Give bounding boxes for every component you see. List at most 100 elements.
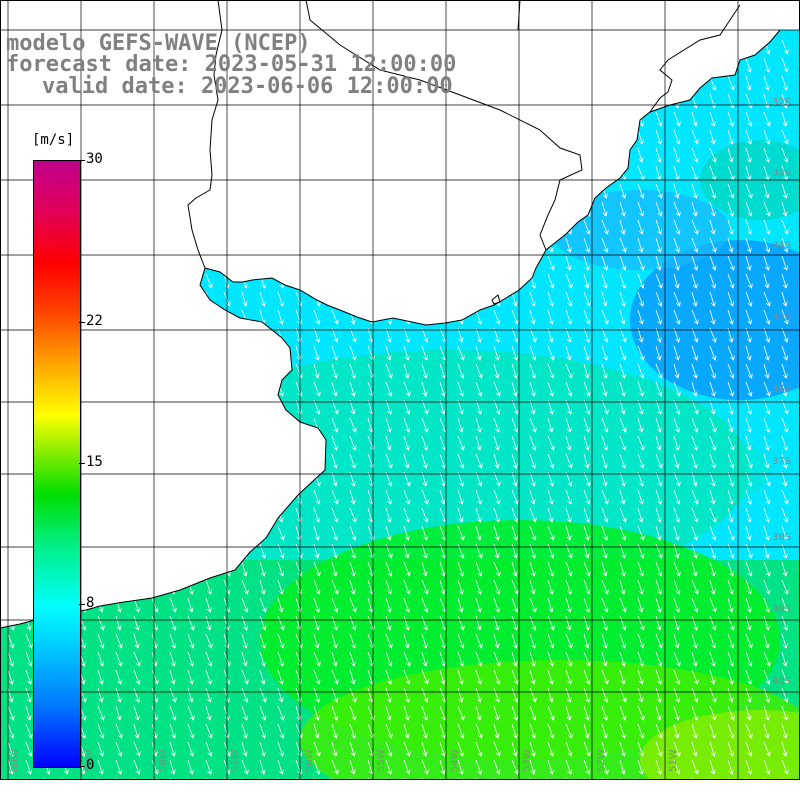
- wind-arrow: [241, 291, 246, 306]
- wind-arrow: [763, 381, 770, 396]
- wind-arrow: [601, 579, 608, 594]
- wind-arrow: [781, 651, 786, 666]
- wind-arrow: [241, 381, 246, 396]
- wind-arrow: [331, 597, 337, 612]
- wind-arrow: [25, 633, 32, 648]
- wind-arrow: [673, 75, 678, 90]
- wind-arrow: [403, 525, 408, 540]
- wind-arrow: [565, 435, 570, 450]
- wind-arrow: [115, 129, 121, 144]
- wind-arrow: [151, 615, 157, 630]
- wind-arrow: [565, 129, 571, 144]
- wind-arrow: [493, 75, 498, 90]
- wind-arrow: [673, 129, 679, 144]
- wind-arrow: [691, 111, 696, 126]
- wind-arrow: [349, 237, 356, 252]
- wind-arrow: [511, 543, 516, 558]
- wind-arrow: [673, 543, 678, 558]
- wind-arrow: [529, 291, 534, 306]
- wind-arrow: [7, 75, 14, 90]
- wind-arrow: [781, 507, 787, 522]
- wind-arrow: [745, 453, 752, 468]
- wind-arrow: [259, 255, 265, 270]
- wind-arrow: [349, 777, 356, 780]
- wind-arrow: [25, 147, 30, 162]
- wind-arrow: [169, 237, 176, 252]
- wind-arrow: [7, 777, 13, 780]
- wind-arrow: [565, 75, 570, 90]
- wind-arrow: [187, 597, 192, 612]
- wind-arrow: [493, 165, 498, 180]
- wind-arrow: [457, 633, 463, 648]
- wind-arrow: [385, 201, 391, 216]
- wind-arrow: [529, 561, 534, 576]
- wind-arrow: [493, 633, 498, 648]
- wind-arrow: [385, 651, 391, 666]
- wind-arrow: [313, 345, 318, 360]
- wind-arrow: [727, 75, 734, 90]
- wind-arrow: [349, 651, 354, 666]
- wind-arrow: [97, 219, 102, 234]
- wind-arrow: [763, 75, 768, 90]
- wind-arrow: [385, 381, 391, 396]
- wind-arrow: [637, 453, 643, 468]
- wind-arrow: [493, 111, 500, 126]
- wind-arrow: [421, 237, 427, 252]
- wind-arrow: [7, 273, 13, 288]
- wind-arrow: [97, 255, 104, 270]
- wind-arrow: [763, 417, 769, 432]
- wind-arrow: [403, 273, 408, 288]
- wind-arrow: [493, 183, 498, 198]
- wind-arrow: [403, 489, 409, 504]
- wind-arrow: [277, 633, 283, 648]
- wind-arrow: [493, 39, 499, 54]
- wind-arrow: [25, 219, 31, 234]
- wind-arrow: [709, 489, 714, 504]
- wind-arrow: [655, 111, 661, 126]
- wind-arrow: [763, 489, 769, 504]
- wind-arrow: [745, 633, 752, 648]
- wind-arrow: [511, 507, 517, 522]
- wind-arrow: [349, 111, 354, 126]
- wind-arrow: [727, 453, 733, 468]
- wind-arrow: [349, 453, 355, 468]
- wind-arrow: [97, 363, 103, 378]
- wind-arrow: [727, 183, 733, 198]
- wind-arrow: [349, 633, 355, 648]
- wind-arrow: [565, 561, 571, 576]
- wind-arrow: [529, 129, 534, 144]
- wind-arrow: [331, 129, 338, 144]
- wind-arrow: [637, 273, 643, 288]
- wind-arrow: [709, 597, 716, 612]
- wind-arrow: [223, 417, 229, 432]
- wind-arrow: [709, 453, 715, 468]
- wind-arrow: [223, 507, 229, 522]
- wind-arrow: [421, 291, 426, 306]
- wind-arrow: [79, 777, 86, 780]
- wind-arrow: [187, 165, 194, 180]
- wind-arrow: [241, 489, 248, 504]
- wind-arrow: [691, 291, 696, 306]
- wind-arrow: [745, 507, 750, 522]
- wind-arrow: [439, 147, 446, 162]
- wind-arrow: [241, 453, 246, 468]
- wind-arrow: [745, 147, 750, 162]
- wind-arrow: [241, 777, 248, 780]
- wind-arrow: [439, 345, 445, 360]
- wind-arrow: [97, 237, 102, 252]
- wind-arrow: [547, 435, 554, 450]
- wind-arrow: [601, 363, 606, 378]
- wind-arrow: [781, 75, 787, 90]
- wind-arrow: [25, 345, 30, 360]
- wind-arrow: [763, 525, 768, 540]
- wind-arrow: [421, 525, 427, 540]
- wind-arrow: [475, 543, 482, 558]
- wind-arrow: [241, 651, 246, 666]
- wind-arrow: [691, 345, 697, 360]
- wind-arrow: [781, 381, 786, 396]
- wind-arrow: [385, 615, 390, 630]
- wind-arrow: [403, 435, 408, 450]
- wind-arrow: [331, 417, 337, 432]
- wind-arrow: [367, 291, 373, 306]
- wind-arrow: [115, 615, 120, 630]
